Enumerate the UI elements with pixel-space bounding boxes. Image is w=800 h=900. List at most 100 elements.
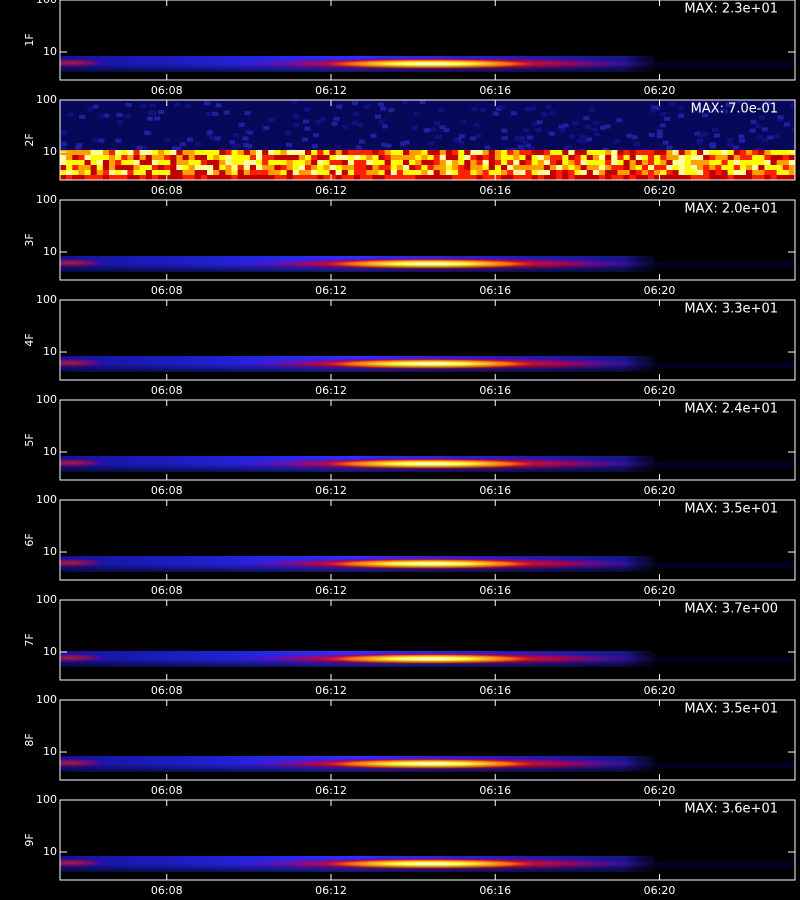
band-px xyxy=(378,150,386,155)
noise-px xyxy=(320,117,327,122)
noise-px xyxy=(517,144,524,149)
band-px xyxy=(335,155,343,160)
band-px xyxy=(66,165,73,170)
band-px xyxy=(531,165,539,170)
band-px xyxy=(452,175,459,180)
band-px xyxy=(574,150,582,155)
noise-px xyxy=(381,124,388,129)
band-px xyxy=(219,150,226,155)
noise-px xyxy=(374,114,381,119)
noise-px xyxy=(336,104,343,109)
band-px xyxy=(525,160,533,165)
band-px xyxy=(311,160,318,165)
y-axis-label: 8F xyxy=(23,733,36,746)
noise-px xyxy=(206,130,213,135)
band-px xyxy=(298,170,306,175)
noise-px xyxy=(469,136,476,141)
noise-px xyxy=(154,116,161,121)
noise-px xyxy=(430,127,437,132)
noise-px xyxy=(439,125,446,130)
band-px xyxy=(231,155,239,160)
band-px xyxy=(243,160,251,165)
band-px xyxy=(703,160,710,165)
band-px xyxy=(709,150,716,155)
band-px xyxy=(703,155,710,160)
band-px xyxy=(102,175,110,180)
band-px xyxy=(770,175,778,180)
noise-px xyxy=(755,124,762,129)
x-tick-label: 06:16 xyxy=(479,284,511,297)
band-px xyxy=(366,160,373,165)
band-px xyxy=(752,165,759,170)
band-px xyxy=(470,165,477,170)
y-axis-label: 2F xyxy=(23,133,36,146)
band-px xyxy=(90,175,98,180)
band-px xyxy=(550,150,557,155)
noise-px xyxy=(380,106,387,111)
noise-px xyxy=(565,144,572,149)
band-px xyxy=(384,155,392,160)
noise-px xyxy=(423,128,430,133)
band-px xyxy=(715,155,722,160)
band-px xyxy=(60,175,67,180)
noise-px xyxy=(510,111,517,116)
band-px xyxy=(243,165,251,170)
band-px xyxy=(78,160,85,165)
band-px xyxy=(592,150,600,155)
band-px xyxy=(78,150,85,155)
band-px xyxy=(256,150,263,155)
band-px xyxy=(311,170,318,175)
band-px xyxy=(629,170,637,175)
band-px xyxy=(127,170,134,175)
band-px xyxy=(623,150,631,155)
noise-px xyxy=(355,145,362,150)
band-px xyxy=(225,160,232,165)
band-px xyxy=(323,165,330,170)
band-px xyxy=(403,175,410,180)
band-px xyxy=(470,170,477,175)
band-px xyxy=(445,150,453,155)
band-px xyxy=(439,150,447,155)
plot-frame xyxy=(59,599,796,681)
noise-px xyxy=(352,111,359,116)
band-px xyxy=(84,155,92,160)
band-px xyxy=(335,165,343,170)
band-px xyxy=(556,175,563,180)
band-px xyxy=(525,155,533,160)
band-shade xyxy=(60,56,655,72)
band-px xyxy=(305,175,312,180)
band-px xyxy=(415,150,422,155)
band-px xyxy=(109,160,116,165)
band-px xyxy=(403,160,410,165)
band-px xyxy=(243,175,251,180)
band-px xyxy=(556,160,563,165)
band-px xyxy=(513,150,520,155)
noise-px xyxy=(656,134,663,139)
band-px xyxy=(654,165,661,170)
band-px xyxy=(580,160,588,165)
band-px xyxy=(788,175,795,180)
band-px xyxy=(403,165,410,170)
band-px xyxy=(470,155,477,160)
band-px xyxy=(660,160,667,165)
panel: 06:08 06:12 06:16 06:20 10 100 4F MAX: 3.3e+01 xyxy=(23,293,796,397)
band-px xyxy=(788,170,795,175)
band-px xyxy=(537,170,545,175)
noise-px xyxy=(103,113,110,118)
noise-px xyxy=(98,138,105,143)
noise-px xyxy=(92,138,99,143)
noise-px xyxy=(315,119,322,124)
band-px xyxy=(109,170,116,175)
band-px xyxy=(378,155,386,160)
band-px xyxy=(611,175,618,180)
band-px xyxy=(268,165,275,170)
band-px xyxy=(354,175,361,180)
band-px xyxy=(286,160,294,165)
band-px xyxy=(507,165,514,170)
noise-px xyxy=(92,104,99,109)
band-px xyxy=(213,175,220,180)
x-tick-label: 06:08 xyxy=(151,384,183,397)
band-px xyxy=(121,175,128,180)
band-px xyxy=(482,150,490,155)
band-px xyxy=(415,175,422,180)
